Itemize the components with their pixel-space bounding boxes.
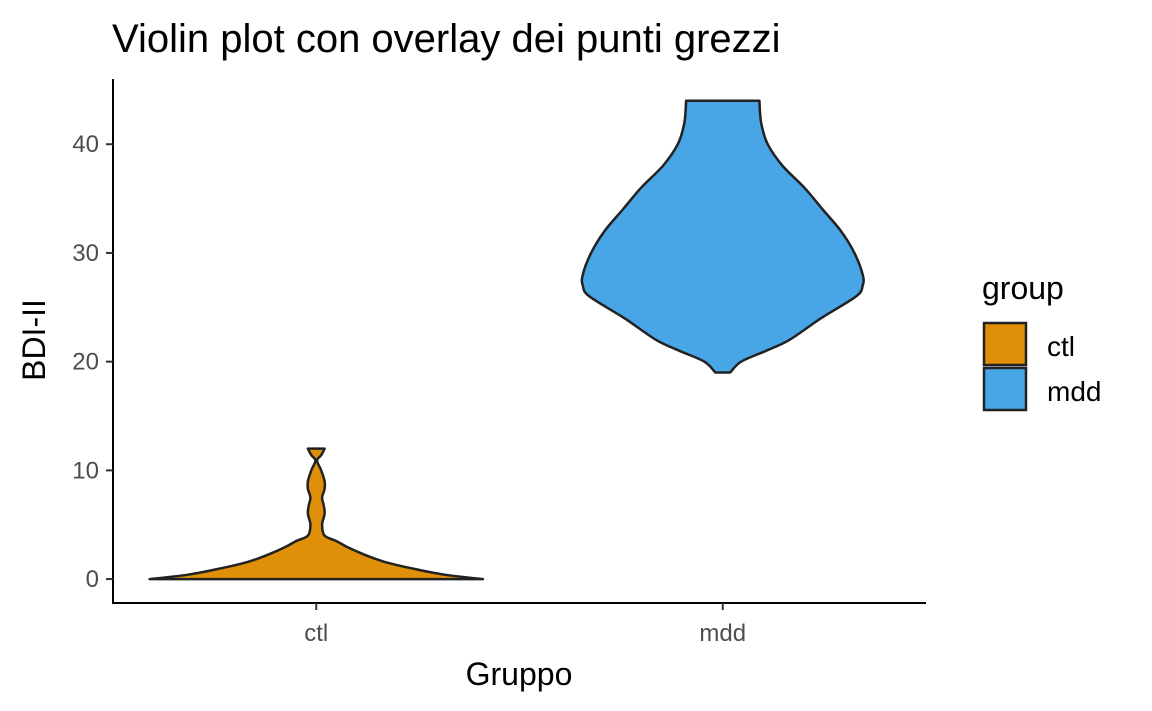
legend-swatch-mdd [982,366,1028,412]
y-tick-label: 30 [72,240,99,267]
plot-area: 0 10 20 30 40 ctl mdd [72,79,926,647]
x-axis-ticks: ctl mdd [304,603,746,647]
legend-title: group [982,270,1064,306]
violin-mdd [580,99,865,374]
x-tick-label: ctl [304,620,328,647]
legend-items: ctl mdd [982,321,1101,412]
legend: group ctl mdd [982,270,1101,412]
x-axis-title: Gruppo [466,656,573,692]
y-tick-label: 40 [72,131,99,158]
legend-label-mdd: mdd [1047,376,1101,407]
y-tick-label: 20 [72,349,99,376]
y-tick-label: 10 [72,457,99,484]
chart-title: Violin plot con overlay dei punti grezzi [112,17,781,61]
violins [148,99,865,581]
legend-swatch-ctl [982,321,1028,367]
y-tick-label: 0 [86,566,99,593]
violin-ctl [148,447,485,581]
legend-label-ctl: ctl [1047,331,1075,362]
y-axis-title: BDI-II [16,299,52,381]
x-tick-label: mdd [699,620,746,647]
y-axis-ticks: 0 10 20 30 40 [72,131,113,593]
